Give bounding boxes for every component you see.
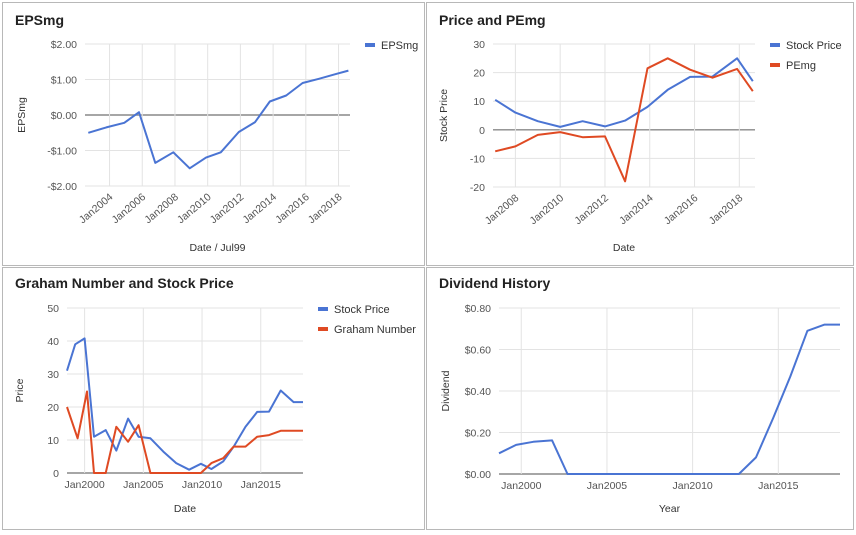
y-tick-label: 20 bbox=[47, 402, 59, 414]
y-tick-label: $2.00 bbox=[51, 39, 77, 51]
y-tick-label: -$1.00 bbox=[47, 146, 77, 158]
y-tick-label: $0.00 bbox=[51, 110, 77, 122]
x-tick-label: Jan2014 bbox=[240, 191, 279, 226]
series-line-1 bbox=[494, 57, 754, 183]
x-tick-label: Jan2018 bbox=[306, 191, 345, 226]
y-axis-label: EPSmg bbox=[16, 97, 28, 133]
legend-label: Stock Price bbox=[334, 304, 390, 316]
legend-swatch bbox=[365, 43, 375, 47]
chart-title: Graham Number and Stock Price bbox=[15, 275, 234, 291]
y-axis-label: Price bbox=[14, 378, 26, 402]
legend-swatch bbox=[318, 307, 328, 311]
x-tick-label: Jan2010 bbox=[182, 479, 222, 491]
y-tick-label: 40 bbox=[47, 336, 59, 348]
x-tick-label: Jan2018 bbox=[707, 192, 746, 227]
y-tick-label: $1.00 bbox=[51, 75, 77, 87]
y-tick-label: $0.40 bbox=[465, 386, 491, 398]
dividend-chart: Dividend History $0.00 $0.20 $0.40 $0.60 $0.8… bbox=[439, 275, 840, 515]
x-tick-label: Jan2014 bbox=[617, 192, 656, 227]
x-tick-label: Jan2016 bbox=[662, 192, 701, 227]
y-tick-label: 10 bbox=[47, 435, 59, 447]
x-tick-label: Jan2015 bbox=[241, 479, 281, 491]
y-axis-label: Stock Price bbox=[438, 89, 450, 142]
y-tick-label: 30 bbox=[473, 39, 485, 51]
price-pe-chart-panel: Price and PEmg -20 -10 0 10 20 30 Jan2008 Jan201… bbox=[426, 2, 854, 266]
x-axis-label: Date bbox=[174, 503, 196, 515]
x-tick-label: Jan2016 bbox=[273, 191, 312, 226]
chart-title: Dividend History bbox=[439, 275, 550, 291]
y-tick-label: 50 bbox=[47, 303, 59, 315]
y-tick-label: -20 bbox=[470, 182, 485, 194]
x-tick-label: Jan2008 bbox=[142, 191, 181, 226]
legend-label: EPSmg bbox=[381, 40, 418, 52]
x-tick-label: Jan2010 bbox=[528, 192, 567, 227]
y-tick-label: $0.80 bbox=[465, 303, 491, 315]
graham-chart: Graham Number and Stock Price 0 10 20 30 40 50… bbox=[14, 275, 416, 515]
legend-label: Stock Price bbox=[786, 40, 842, 52]
graham-chart-panel: Graham Number and Stock Price 0 10 20 30 40 50… bbox=[2, 267, 425, 530]
x-axis-label: Date bbox=[613, 242, 635, 254]
x-tick-label: Jan2012 bbox=[572, 192, 611, 227]
eps-chart-panel: EPSmg -$2.00 -$1.00 $0.00 $1.00 $2.00 Jan2004 J… bbox=[2, 2, 425, 266]
x-tick-label: Jan2012 bbox=[208, 191, 247, 226]
y-tick-label: 30 bbox=[47, 369, 59, 381]
y-tick-label: 0 bbox=[53, 468, 59, 480]
series-line-0 bbox=[66, 337, 303, 471]
x-tick-label: Jan2015 bbox=[758, 480, 798, 492]
legend-swatch bbox=[770, 63, 780, 67]
chart-title: Price and PEmg bbox=[439, 12, 546, 28]
x-tick-label: Jan2000 bbox=[501, 480, 541, 492]
eps-chart: EPSmg-$2.00-$1.00$0.00$1.00$2.00Jan2004J… bbox=[15, 12, 418, 254]
legend-swatch bbox=[318, 327, 328, 331]
y-axis-label: Dividend bbox=[440, 370, 452, 411]
x-tick-label: Jan2006 bbox=[110, 191, 149, 226]
y-tick-label: 0 bbox=[479, 125, 485, 137]
y-tick-label: $0.60 bbox=[465, 345, 491, 357]
x-axis-label: Year bbox=[659, 503, 681, 515]
legend-label: Graham Number bbox=[334, 324, 416, 336]
chart-title: EPSmg bbox=[15, 12, 64, 28]
x-tick-label: Jan2004 bbox=[77, 191, 116, 226]
x-tick-label: Jan2000 bbox=[64, 479, 104, 491]
x-axis-label: Date / Jul99 bbox=[189, 242, 245, 254]
y-tick-label: $0.20 bbox=[465, 428, 491, 440]
series-line-0 bbox=[88, 69, 349, 170]
legend-label: PEmg bbox=[786, 60, 816, 72]
y-tick-label: -$2.00 bbox=[47, 181, 77, 193]
dividend-chart-panel: Dividend History $0.00 $0.20 $0.40 $0.60 $0.8… bbox=[426, 267, 854, 530]
x-tick-label: Jan2005 bbox=[587, 480, 627, 492]
series-line-0 bbox=[498, 323, 840, 475]
legend-swatch bbox=[770, 43, 780, 47]
y-tick-label: 10 bbox=[473, 96, 485, 108]
series-line-1 bbox=[66, 390, 303, 474]
x-tick-label: Jan2010 bbox=[672, 480, 712, 492]
y-tick-label: -10 bbox=[470, 153, 485, 165]
x-tick-label: Jan2008 bbox=[483, 192, 522, 227]
x-tick-label: Jan2010 bbox=[175, 191, 214, 226]
y-tick-label: 20 bbox=[473, 68, 485, 80]
y-tick-label: $0.00 bbox=[465, 469, 491, 481]
series-line-0 bbox=[494, 57, 754, 128]
x-tick-label: Jan2005 bbox=[123, 479, 163, 491]
